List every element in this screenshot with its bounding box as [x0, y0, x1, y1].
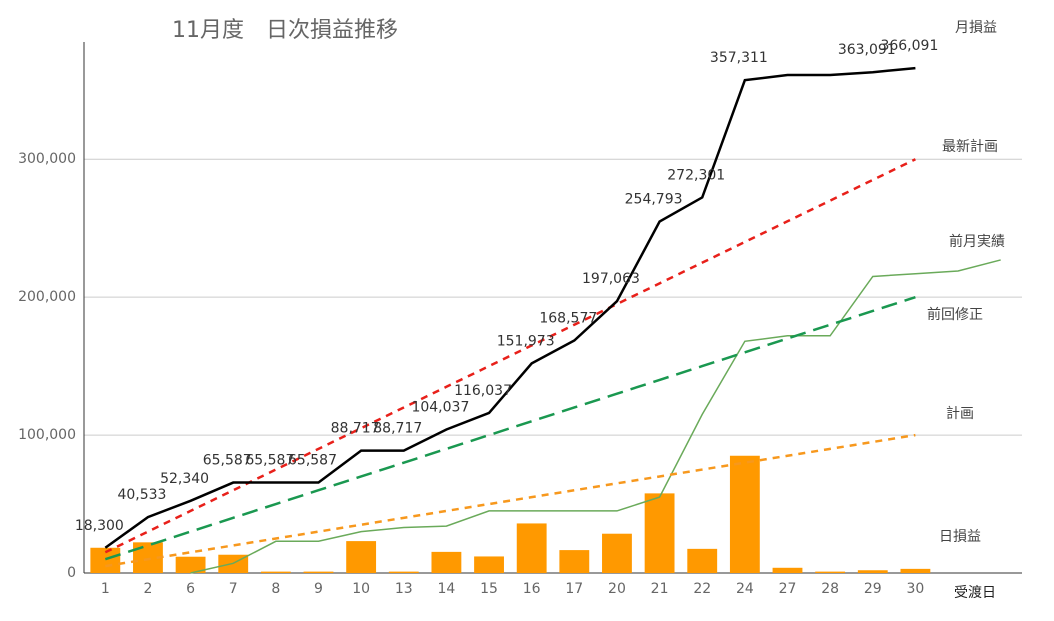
- bar: [175, 556, 206, 573]
- data-label: 65,587: [288, 453, 337, 469]
- x-tick-label: 28: [821, 581, 839, 597]
- data-label: 18,300: [75, 518, 124, 534]
- data-label: 65,587: [203, 453, 252, 469]
- x-tick-label: 24: [736, 581, 754, 597]
- bar: [644, 493, 675, 573]
- chart-title: 11月度 日次損益推移: [172, 18, 398, 43]
- data-label: 366,091: [880, 38, 938, 54]
- x-tick-label: 15: [480, 581, 498, 597]
- data-label: 151,973: [497, 333, 555, 349]
- data-label: 357,311: [710, 50, 768, 66]
- data-label: 65,587: [245, 453, 294, 469]
- x-tick-label: 16: [523, 581, 541, 597]
- x-tick-label: 20: [608, 581, 626, 597]
- bar: [687, 548, 718, 573]
- bar: [431, 551, 462, 573]
- legend-label: 最新計画: [942, 139, 998, 155]
- x-tick-label: 10: [352, 581, 370, 597]
- data-label: 52,340: [160, 471, 209, 487]
- bar: [346, 541, 377, 573]
- line: [105, 433, 916, 568]
- x-tick-label: 21: [651, 581, 669, 597]
- data-label: 88,717: [373, 421, 422, 437]
- bar: [260, 571, 291, 573]
- line: [104, 66, 916, 549]
- legend-label: 月損益: [955, 20, 997, 36]
- bar: [388, 571, 419, 573]
- x-tick-label: 8: [271, 581, 280, 597]
- x-tick-label: 2: [143, 581, 152, 597]
- bar: [900, 568, 931, 573]
- x-tick-label: 14: [437, 581, 455, 597]
- bar: [559, 550, 590, 573]
- data-label: 104,037: [411, 400, 469, 416]
- x-tick-label: 30: [906, 581, 924, 597]
- legend-label: 前回修正: [927, 306, 983, 323]
- bar: [474, 556, 504, 573]
- line: [190, 259, 1001, 574]
- x-tick-label: 9: [314, 581, 323, 597]
- data-label: 88,717: [331, 421, 380, 437]
- bar: [815, 571, 846, 573]
- y-tick-label: 100,000: [18, 427, 76, 443]
- bar: [303, 571, 334, 573]
- bar: [772, 567, 803, 573]
- y-tick-label: 200,000: [18, 289, 76, 305]
- data-label: 40,533: [117, 487, 166, 503]
- data-label: 363,091: [838, 42, 896, 58]
- bar: [602, 533, 632, 573]
- x-tick-label: 13: [395, 581, 413, 597]
- legend-label: 日損益: [939, 529, 981, 545]
- x-tick-label: 29: [864, 581, 882, 597]
- x-tick-label: 1: [101, 581, 110, 597]
- data-label: 197,063: [582, 271, 640, 287]
- x-tick-label: 7: [229, 581, 238, 597]
- x-tick-label: 17: [565, 581, 583, 597]
- data-label: 116,037: [454, 383, 512, 399]
- bar: [857, 570, 888, 573]
- bar: [516, 523, 547, 573]
- data-label: 254,793: [625, 192, 683, 208]
- x-tick-label: 27: [779, 581, 797, 597]
- bar: [729, 455, 760, 573]
- data-label: 272,301: [667, 167, 725, 183]
- legend-label: 計画: [946, 406, 974, 422]
- x-tick-label: 6: [186, 581, 195, 597]
- line: [104, 295, 916, 561]
- y-tick-label: 0: [67, 565, 76, 581]
- x-tick-label: 22: [693, 581, 711, 597]
- data-label: 168,577: [539, 310, 597, 326]
- y-tick-label: 300,000: [18, 151, 76, 167]
- x-axis-title: 受渡日: [954, 585, 996, 601]
- legend-label: 前月実績: [949, 233, 1005, 250]
